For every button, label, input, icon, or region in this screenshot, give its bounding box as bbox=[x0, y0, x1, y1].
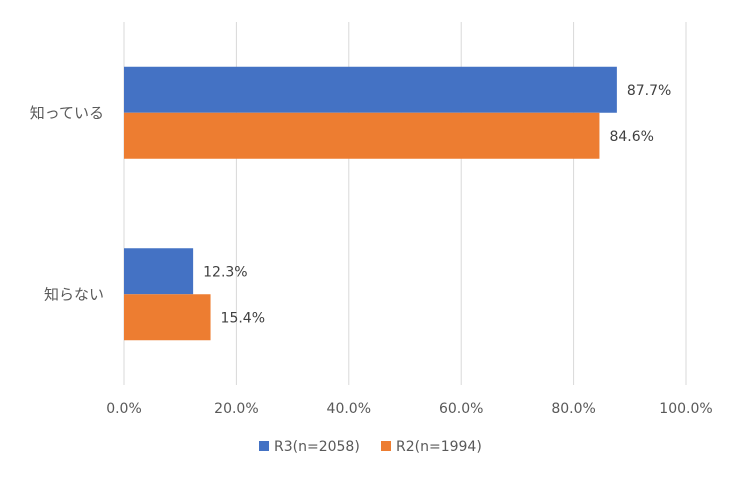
bar bbox=[124, 294, 211, 341]
x-tick-label: 20.0% bbox=[214, 401, 258, 417]
bar bbox=[124, 248, 194, 295]
legend-swatch bbox=[259, 441, 269, 451]
x-tick-label: 0.0% bbox=[106, 401, 142, 417]
x-tick-label: 60.0% bbox=[439, 401, 483, 417]
legend-swatch bbox=[381, 441, 391, 451]
x-tick-label: 80.0% bbox=[551, 401, 595, 417]
bar bbox=[124, 66, 617, 113]
legend-label: R3(n=2058) bbox=[274, 439, 360, 455]
bars bbox=[124, 66, 617, 341]
x-tick-labels: 0.0% 20.0% 40.0% 60.0% 80.0% 100.0% bbox=[106, 401, 712, 417]
data-labels: 87.7% 84.6% 12.3% 15.4% bbox=[203, 83, 671, 327]
data-label: 87.7% bbox=[627, 83, 671, 99]
legend: R3(n=2058) R2(n=1994) bbox=[259, 439, 482, 455]
legend-label: R2(n=1994) bbox=[396, 439, 482, 455]
category-label: 知らない bbox=[44, 285, 104, 303]
data-label: 15.4% bbox=[221, 310, 265, 326]
data-label: 84.6% bbox=[609, 129, 653, 145]
data-label: 12.3% bbox=[203, 264, 247, 280]
bar bbox=[124, 112, 600, 159]
x-tick-label: 100.0% bbox=[659, 401, 712, 417]
category-label: 知っている bbox=[30, 104, 104, 122]
x-tick-label: 40.0% bbox=[327, 401, 371, 417]
